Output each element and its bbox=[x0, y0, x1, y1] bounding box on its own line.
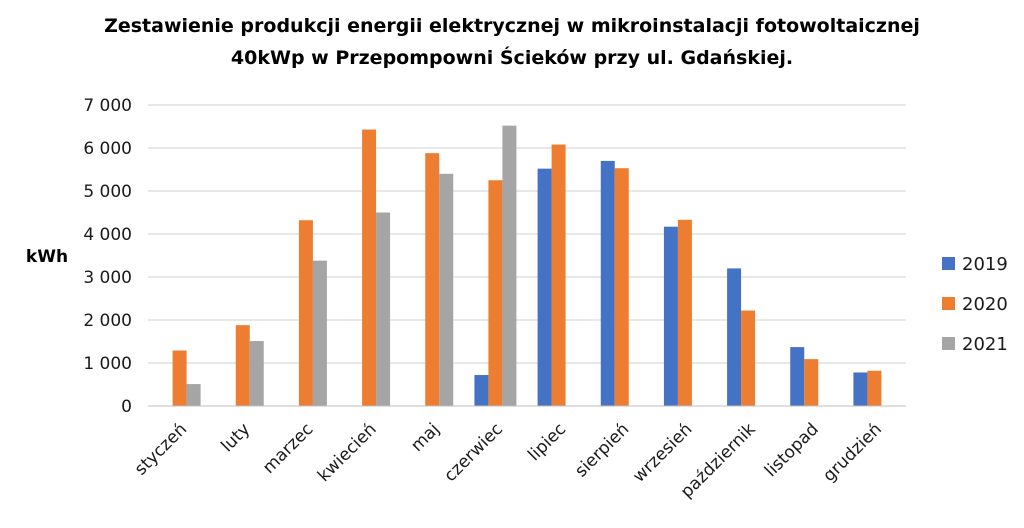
y-tick-label: 7 000 bbox=[83, 96, 132, 116]
bar-2020 bbox=[362, 129, 377, 406]
bar-2020 bbox=[425, 153, 440, 406]
y-tick-label: 1 000 bbox=[83, 354, 132, 374]
y-axis-tick-labels: 0 1 000 2 000 3 000 4 000 5 000 6 000 7 000 bbox=[83, 96, 132, 417]
chart-title-line-1: Zestawienie produkcji energii elektryczn… bbox=[104, 15, 920, 37]
bar-2021 bbox=[502, 125, 517, 406]
y-tick-label: 5 000 bbox=[83, 182, 132, 202]
bar-2021 bbox=[249, 341, 264, 406]
bar-2021 bbox=[186, 384, 201, 406]
x-category-label: kwiecień bbox=[314, 419, 381, 486]
legend-swatch-2019 bbox=[942, 257, 955, 270]
chart-title: Zestawienie produkcji energii elektryczn… bbox=[0, 10, 1024, 74]
x-category-label: listopad bbox=[761, 419, 823, 481]
x-category-label: maj bbox=[407, 419, 444, 456]
legend-label-2021: 2021 bbox=[962, 334, 1008, 355]
x-category-label: marzec bbox=[259, 419, 317, 477]
chart-title-line-2: 40kWp w Przepompowni Ścieków przy ul. Gd… bbox=[230, 47, 794, 69]
x-category-label: luty bbox=[217, 419, 254, 456]
bar-2021 bbox=[439, 173, 454, 406]
legend-label-2019: 2019 bbox=[962, 254, 1008, 275]
bar-2020 bbox=[488, 180, 503, 406]
legend-label-2020: 2020 bbox=[962, 294, 1008, 315]
y-tick-label: 0 bbox=[121, 397, 132, 417]
bar-2019 bbox=[474, 375, 489, 406]
x-category-label: wrzesień bbox=[629, 419, 696, 486]
bar-2019 bbox=[853, 372, 868, 406]
bar-2019 bbox=[663, 226, 678, 406]
x-category-label: grudzień bbox=[819, 419, 886, 486]
legend-swatch-2021 bbox=[942, 337, 955, 350]
legend: 2019 2020 2021 bbox=[942, 254, 1008, 355]
bar-2019 bbox=[537, 168, 552, 406]
bar-2020 bbox=[551, 144, 566, 406]
bar-2020 bbox=[235, 325, 250, 406]
bar-2019 bbox=[790, 347, 805, 406]
bar-2020 bbox=[298, 220, 313, 406]
y-tick-label: 3 000 bbox=[83, 268, 132, 288]
y-axis-label: kWh bbox=[26, 247, 68, 267]
bar-2019 bbox=[727, 268, 742, 406]
bar-2020 bbox=[867, 370, 882, 406]
bar-2020 bbox=[614, 168, 629, 406]
bar-2020 bbox=[804, 359, 819, 406]
x-category-label: lipiec bbox=[524, 419, 570, 465]
x-category-label: sierpień bbox=[571, 419, 633, 481]
bar-2021 bbox=[312, 260, 327, 406]
legend-swatch-2020 bbox=[942, 297, 955, 310]
bar-2020 bbox=[172, 350, 187, 406]
y-tick-label: 2 000 bbox=[83, 311, 132, 331]
x-category-label: czerwiec bbox=[440, 419, 507, 486]
bar-2019 bbox=[600, 160, 615, 406]
x-category-label: styczeń bbox=[131, 419, 191, 479]
bar-2020 bbox=[741, 310, 756, 406]
bar-series bbox=[172, 125, 882, 406]
bar-2021 bbox=[376, 212, 391, 406]
y-tick-label: 6 000 bbox=[83, 139, 132, 159]
bar-2020 bbox=[677, 219, 692, 406]
gridlines bbox=[148, 104, 906, 364]
y-tick-label: 4 000 bbox=[83, 225, 132, 245]
